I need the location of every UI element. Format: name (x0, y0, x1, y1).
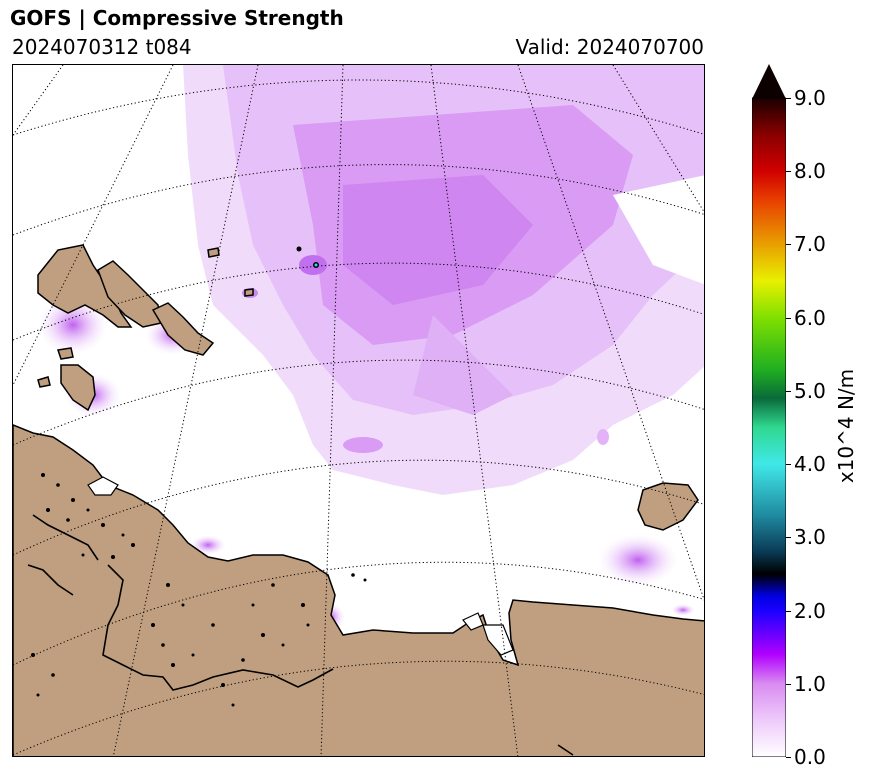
colorbar-tick-label: 7.0 (794, 232, 826, 257)
colorbar-tick-label: 5.0 (794, 378, 826, 403)
colorbar-tick-label: 9.0 (794, 86, 826, 110)
colorbar-tick-label: 4.0 (794, 452, 826, 477)
colorbar-tick-label: 0.0 (794, 745, 826, 769)
colorbar-tick-mark (786, 537, 791, 539)
land-island-small-b (60, 364, 96, 412)
lakes (31, 473, 367, 707)
map-panel (12, 64, 705, 757)
colorbar-tick-mark (786, 610, 791, 612)
graticule (13, 65, 704, 756)
valid-time-label: Valid: 2024070700 (515, 35, 704, 59)
colorbar-tick-label: 1.0 (794, 671, 826, 696)
colorbar-tick-label: 8.0 (794, 159, 826, 184)
colorbar-tick-label: 2.0 (794, 598, 826, 623)
colorbar-tick-label: 3.0 (794, 525, 826, 550)
land-mainland (13, 424, 704, 756)
colorbar-tick-mark (786, 98, 791, 99)
colorbar-label: x10^4 N/m (834, 368, 858, 484)
colorbar-tick-mark (786, 683, 791, 685)
colorbar (752, 64, 786, 757)
colorbar-ramp (752, 97, 786, 757)
colorbar-tick-mark (786, 244, 791, 246)
colorbar-tick-mark (786, 171, 791, 173)
colorbar-tick-label: 6.0 (794, 305, 826, 330)
colorbar-tick-mark (786, 390, 791, 392)
map-canvas (13, 65, 704, 756)
colorbar-tick-mark (786, 757, 791, 758)
land-masses (13, 244, 704, 756)
chart-title: GOFS | Compressive Strength (10, 6, 344, 30)
colorbar-extend-arrow (752, 64, 786, 99)
land-island-east (637, 482, 699, 531)
land-island-small-a (151, 302, 215, 356)
colorbar-tick-mark (786, 317, 791, 319)
colorbar-tick-mark (786, 464, 791, 466)
run-time-label: 2024070312 t084 (12, 35, 192, 59)
coastline-detail (27, 514, 574, 756)
